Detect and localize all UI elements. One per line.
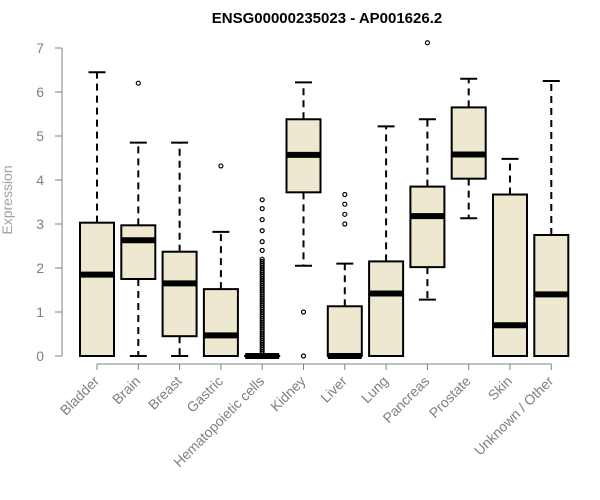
y-tick-label: 5 — [36, 128, 44, 144]
iqr-box — [120, 224, 157, 281]
box-group — [120, 80, 157, 357]
box-group — [368, 125, 405, 357]
iqr-box — [492, 193, 528, 357]
x-tick-label: Skin — [485, 373, 516, 404]
box-group — [533, 80, 570, 357]
y-tick-label: 3 — [36, 216, 44, 232]
box-group — [326, 191, 363, 359]
outlier-point — [259, 258, 265, 264]
iqr-box — [202, 288, 239, 357]
chart-title: ENSG00000235023 - AP001626.2 — [212, 10, 442, 27]
box-group — [161, 141, 198, 357]
box-group — [409, 40, 446, 301]
box-group — [244, 197, 281, 359]
x-tick-label: Liver — [317, 373, 350, 406]
iqr-box — [79, 221, 115, 357]
y-axis: 0 1 2 3 4 5 6 7 — [36, 40, 63, 364]
outlier-point — [300, 353, 307, 359]
y-tick-label: 7 — [36, 40, 44, 56]
outlier-point — [259, 197, 265, 203]
outlier-point — [342, 211, 348, 217]
iqr-box — [409, 185, 446, 269]
iqr-box — [450, 106, 487, 180]
iqr-box — [161, 250, 198, 338]
x-tick-label: Kidney — [267, 373, 309, 415]
iqr-box — [326, 305, 363, 357]
y-tick-label: 6 — [36, 84, 44, 100]
x-tick-label: Bladder — [57, 373, 103, 419]
x-tick-label: Lung — [358, 373, 391, 406]
box-group — [450, 77, 487, 220]
box-group — [202, 163, 239, 357]
x-tick-label: Breast — [145, 373, 185, 413]
outlier-point — [300, 309, 307, 315]
outlier-point — [259, 239, 265, 245]
boxes-layer — [79, 40, 570, 359]
outlier-point — [259, 256, 265, 262]
y-tick-label: 2 — [36, 260, 44, 276]
outlier-point — [259, 217, 265, 223]
y-tick-label: 1 — [36, 304, 44, 320]
outlier-point — [259, 247, 265, 253]
outlier-point — [342, 201, 348, 207]
y-tick-label: 0 — [36, 348, 44, 364]
x-tick-label: Prostate — [426, 373, 474, 421]
x-tick-label: Brain — [109, 373, 143, 407]
box-group — [492, 157, 528, 357]
outlier-point — [342, 221, 348, 227]
outlier-point — [259, 206, 265, 212]
iqr-box — [368, 260, 405, 357]
outlier-point — [342, 191, 348, 198]
outlier-point — [259, 228, 265, 234]
box-group — [79, 71, 115, 357]
outlier-point — [424, 40, 430, 46]
outlier-point — [218, 163, 224, 169]
box-group — [285, 81, 322, 359]
outlier-point — [135, 80, 141, 86]
y-axis-label: Expression — [0, 165, 15, 234]
y-tick-label: 4 — [36, 172, 44, 188]
